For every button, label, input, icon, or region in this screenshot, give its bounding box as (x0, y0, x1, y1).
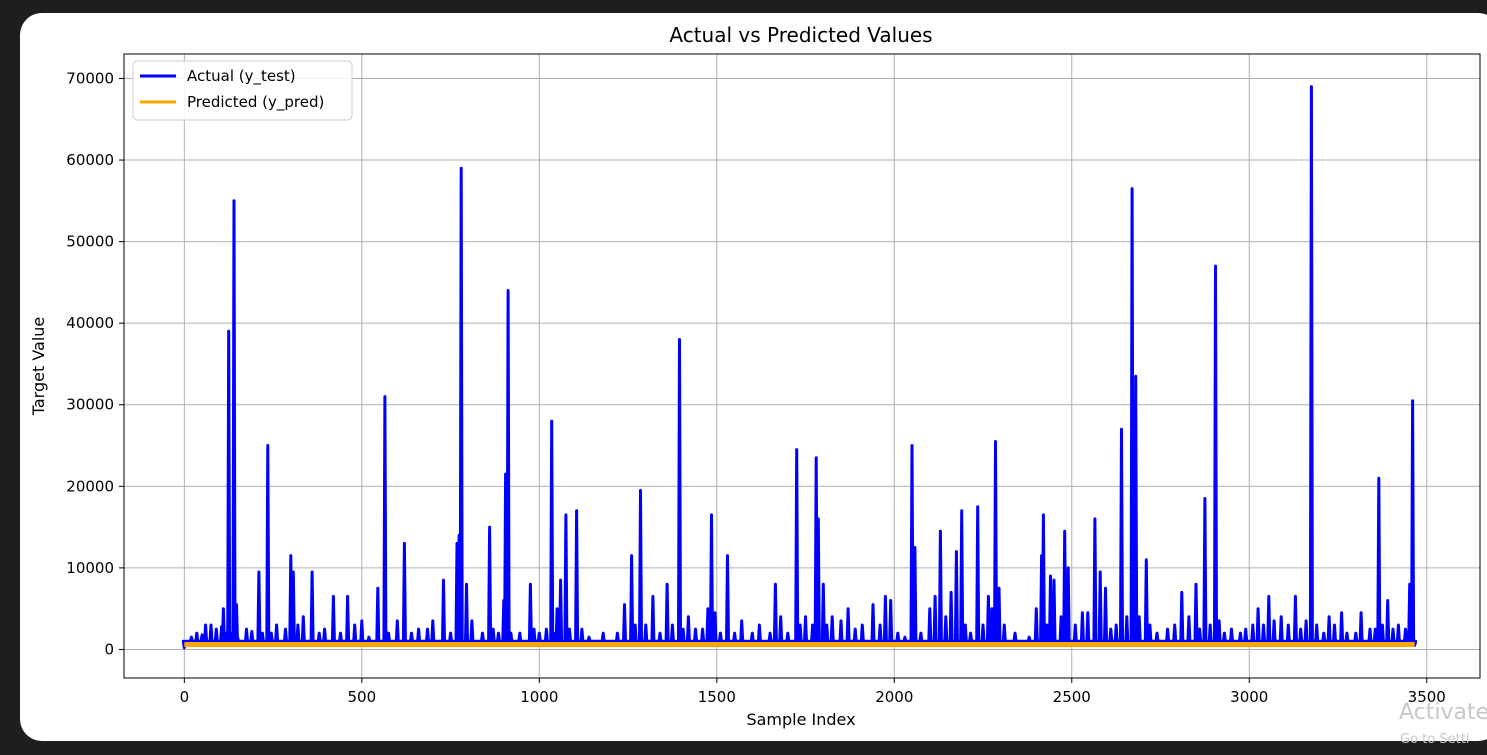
series-layer (181, 85, 1418, 650)
legend-box (132, 60, 353, 121)
x-tick-label: 2500 (1053, 688, 1091, 706)
x-tick-label: 3500 (1408, 688, 1446, 706)
x-tick-label: 1500 (698, 688, 736, 706)
y-tick-label: 20000 (66, 477, 114, 495)
x-axis-ticks: 0 500 1000 1500 2000 2500 3000 3500 (180, 678, 1446, 706)
y-tick-label: 30000 (66, 396, 114, 414)
x-axis-label: Sample Index (746, 710, 855, 729)
legend: Actual (y_test) Predicted (y_pred) (132, 60, 353, 121)
grid (124, 54, 1480, 678)
y-axis-label: Target Value (29, 317, 48, 417)
activate-windows-text: Activate (1399, 700, 1487, 725)
plot-frame (123, 53, 1481, 679)
go-to-settings-text: Go to Setti (1400, 732, 1470, 747)
x-tick-label: 1000 (520, 688, 558, 706)
legend-label-actual: Actual (y_test) (187, 67, 296, 86)
y-tick-label: 40000 (66, 314, 114, 332)
y-tick-label: 70000 (66, 69, 114, 87)
y-tick-label: 0 (104, 640, 114, 658)
y-tick-label: 60000 (66, 151, 114, 169)
series-line-actual (181, 85, 1418, 650)
x-tick-label: 500 (348, 688, 377, 706)
chart-title: Actual vs Predicted Values (669, 23, 932, 47)
y-tick-label: 50000 (66, 233, 114, 251)
x-tick-label: 3000 (1230, 688, 1268, 706)
y-tick-label: 10000 (66, 559, 114, 577)
legend-label-predicted: Predicted (y_pred) (187, 93, 324, 112)
y-axis-ticks: 0 10000 20000 30000 40000 50000 60000 70000 (66, 69, 124, 658)
chart-card (20, 13, 1487, 741)
x-tick-label: 0 (180, 688, 190, 706)
x-tick-label: 2000 (875, 688, 913, 706)
